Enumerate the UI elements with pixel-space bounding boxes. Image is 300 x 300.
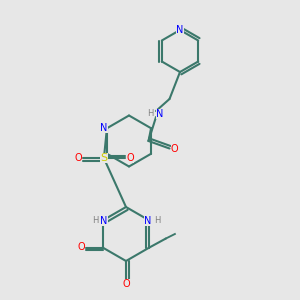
Text: N: N (176, 25, 184, 35)
Text: N: N (100, 123, 108, 133)
Text: O: O (126, 153, 134, 163)
Text: O: O (122, 279, 130, 290)
Text: H: H (147, 110, 153, 118)
Text: O: O (171, 143, 178, 154)
Text: H: H (92, 216, 98, 225)
Text: H: H (154, 216, 160, 225)
Text: N: N (100, 215, 108, 226)
Text: S: S (100, 153, 107, 163)
Text: O: O (74, 153, 82, 163)
Text: N: N (144, 215, 152, 226)
Text: N: N (156, 109, 164, 119)
Text: O: O (77, 242, 85, 253)
